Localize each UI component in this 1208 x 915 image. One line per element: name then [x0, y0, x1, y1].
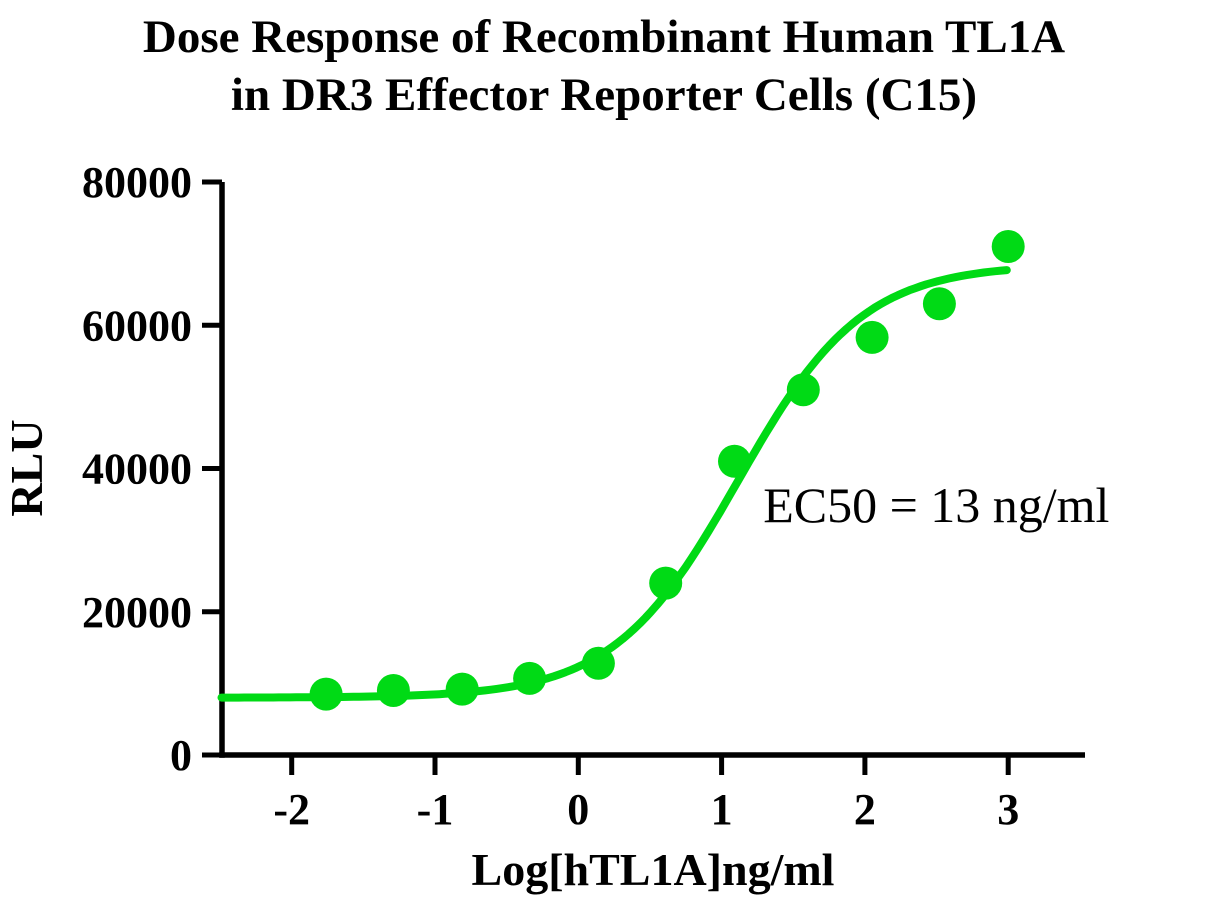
data-points-group: [309, 230, 1025, 711]
x-axis-label: Log[hTL1A]ng/ml: [472, 844, 835, 895]
chart-title-line1: Dose Response of Recombinant Human TL1A: [143, 11, 1065, 63]
data-point: [855, 320, 889, 354]
fit-curve: [217, 266, 1011, 702]
x-tick-label: -1: [417, 785, 454, 834]
y-tick-label: 80000: [82, 158, 192, 207]
ec50-annotation: EC50 = 13 ng/ml: [763, 477, 1109, 533]
data-point: [309, 677, 343, 711]
axes: [202, 179, 1085, 775]
data-point: [581, 646, 615, 680]
y-tick-labels: 0 20000 40000 60000 80000: [82, 158, 192, 780]
y-tick-label: 40000: [82, 445, 192, 494]
data-point: [376, 674, 410, 707]
data-point: [991, 230, 1025, 263]
data-point: [649, 566, 683, 600]
x-tick-labels: -2 -1 0 1 2 3: [273, 785, 1019, 834]
y-tick-label: 20000: [82, 588, 192, 637]
data-point: [718, 444, 751, 478]
chart-title-line2: in DR3 Effector Reporter Cells (C15): [231, 69, 977, 121]
y-tick-label: 0: [170, 731, 192, 780]
x-tick-label: 1: [711, 785, 733, 834]
y-axis-label: RLU: [1, 419, 52, 516]
data-point: [445, 672, 479, 706]
x-tick-label: -2: [273, 785, 310, 834]
x-tick-label: 0: [567, 785, 589, 834]
fit-curve-group: [217, 266, 1011, 702]
y-tick-label: 60000: [82, 301, 192, 350]
data-point: [922, 287, 956, 321]
data-point: [786, 373, 820, 407]
data-point: [513, 661, 547, 695]
x-tick-label: 2: [854, 785, 876, 834]
x-tick-label: 3: [997, 785, 1019, 834]
